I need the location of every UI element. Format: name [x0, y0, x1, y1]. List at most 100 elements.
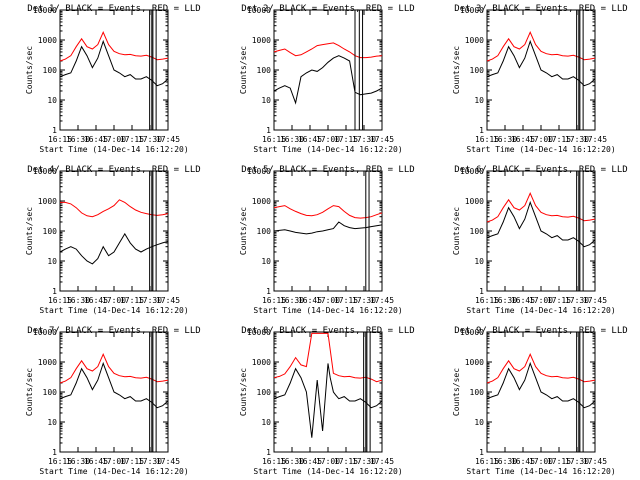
- x-tick-label: 16:30: [280, 135, 304, 144]
- y-axis-label: Counts/sec: [452, 368, 461, 416]
- x-tick-label: 16:30: [493, 296, 517, 305]
- y-tick-label: 10: [47, 96, 57, 105]
- y-tick-label: 1000: [38, 36, 57, 45]
- detector-panel-1: Det 1/ BLACK = Events, RED = LLD 1 10 100 10…: [25, 4, 201, 154]
- y-tick-label: 100: [470, 388, 485, 397]
- y-axis-label: Counts/sec: [239, 368, 248, 416]
- x-tick-label: 16:15: [48, 135, 72, 144]
- detector-panel-7: Det 7/ BLACK = Events, RED = LLD 1 10 100 10…: [25, 326, 201, 476]
- y-tick-label: 10000: [460, 167, 484, 176]
- x-tick-label: 17:15: [120, 296, 144, 305]
- x-tick-label: 17:15: [120, 457, 144, 466]
- x-tick-label: 16:30: [66, 457, 90, 466]
- x-tick-label: 17:30: [352, 296, 376, 305]
- y-tick-label: 1: [266, 126, 271, 135]
- x-tick-label: 17:30: [138, 457, 162, 466]
- x-tick-label: 16:45: [511, 457, 535, 466]
- y-tick-label: 1: [266, 448, 271, 457]
- y-tick-label: 1000: [252, 197, 271, 206]
- x-tick-label: 17:45: [156, 296, 180, 305]
- x-axis-label: Start Time (14-Dec-14 16:12:20): [253, 306, 402, 315]
- y-axis-label: Counts/sec: [25, 207, 34, 255]
- x-tick-label: 16:45: [84, 296, 108, 305]
- plot-title: Det 7/ BLACK = Events, RED = LLD: [27, 326, 200, 336]
- x-axis-label: Start Time (14-Dec-14 16:12:20): [39, 306, 188, 315]
- y-tick-label: 1000: [38, 358, 57, 367]
- plot-title: Det 3/ BLACK = Events, RED = LLD: [454, 4, 627, 14]
- x-tick-label: 16:15: [475, 296, 499, 305]
- x-tick-label: 17:15: [547, 296, 571, 305]
- plot-title: Det 2/ BLACK = Events, RED = LLD: [241, 4, 414, 14]
- x-tick-label: 16:15: [475, 135, 499, 144]
- x-axis-label: Start Time (14-Dec-14 16:12:20): [466, 467, 615, 476]
- y-tick-label: 10000: [33, 167, 57, 176]
- plot-title: Det 1/ BLACK = Events, RED = LLD: [27, 4, 200, 14]
- x-tick-label: 17:15: [334, 135, 358, 144]
- x-tick-label: 16:45: [511, 135, 535, 144]
- x-tick-label: 16:15: [48, 457, 72, 466]
- y-tick-label: 100: [43, 66, 58, 75]
- x-tick-label: 17:00: [316, 296, 340, 305]
- y-tick-label: 1: [52, 287, 57, 296]
- y-tick-label: 1000: [465, 36, 484, 45]
- x-tick-label: 16:30: [280, 296, 304, 305]
- y-tick-label: 100: [257, 388, 272, 397]
- x-tick-label: 17:30: [352, 457, 376, 466]
- x-tick-label: 17:30: [352, 135, 376, 144]
- y-tick-label: 1: [479, 448, 484, 457]
- x-tick-label: 16:15: [262, 457, 286, 466]
- detector-panel-6: Det 6/ BLACK = Events, RED = LLD 1 10 100 10…: [452, 165, 628, 315]
- x-axis-label: Start Time (14-Dec-14 16:12:20): [253, 467, 402, 476]
- x-tick-label: 17:00: [102, 296, 126, 305]
- x-tick-label: 16:30: [493, 457, 517, 466]
- y-tick-label: 100: [470, 227, 485, 236]
- y-tick-label: 10: [474, 257, 484, 266]
- plot-title: Det 9/ BLACK = Events, RED = LLD: [454, 326, 627, 336]
- plot-title: Det 6/ BLACK = Events, RED = LLD: [454, 165, 627, 175]
- x-tick-label: 17:45: [583, 135, 607, 144]
- y-tick-label: 1: [479, 126, 484, 135]
- x-tick-label: 16:45: [298, 457, 322, 466]
- y-tick-label: 10000: [33, 328, 57, 337]
- x-tick-label: 17:15: [334, 457, 358, 466]
- y-tick-label: 10: [474, 96, 484, 105]
- y-tick-label: 10000: [460, 328, 484, 337]
- x-tick-label: 16:45: [298, 296, 322, 305]
- x-tick-label: 17:15: [547, 457, 571, 466]
- x-tick-label: 17:00: [102, 457, 126, 466]
- x-tick-label: 16:30: [66, 135, 90, 144]
- x-tick-label: 16:45: [298, 135, 322, 144]
- detector-panel-8: Det 8/ BLACK = Events, RED = LLD 1 10 100 10…: [239, 326, 415, 476]
- x-tick-label: 17:00: [529, 457, 553, 466]
- y-tick-label: 100: [43, 227, 58, 236]
- x-tick-label: 16:15: [48, 296, 72, 305]
- x-tick-label: 17:45: [583, 457, 607, 466]
- x-tick-label: 17:45: [370, 457, 394, 466]
- x-tick-label: 17:30: [565, 457, 589, 466]
- y-tick-label: 10000: [247, 167, 271, 176]
- plot-title: Det 8/ BLACK = Events, RED = LLD: [241, 326, 414, 336]
- y-tick-label: 10: [261, 257, 271, 266]
- x-tick-label: 17:45: [370, 135, 394, 144]
- y-tick-label: 10: [474, 418, 484, 427]
- x-tick-label: 16:30: [493, 135, 517, 144]
- x-axis-label: Start Time (14-Dec-14 16:12:20): [466, 145, 615, 154]
- series-events: [273, 55, 383, 105]
- x-tick-label: 17:15: [120, 135, 144, 144]
- x-tick-label: 17:00: [316, 135, 340, 144]
- x-tick-label: 17:45: [156, 135, 180, 144]
- x-tick-label: 17:45: [156, 457, 180, 466]
- x-tick-label: 17:00: [529, 296, 553, 305]
- y-tick-label: 10000: [247, 328, 271, 337]
- y-axis-label: Counts/sec: [25, 368, 34, 416]
- x-tick-label: 17:15: [547, 135, 571, 144]
- x-axis-label: Start Time (14-Dec-14 16:12:20): [39, 467, 188, 476]
- x-tick-label: 16:30: [280, 457, 304, 466]
- x-tick-label: 17:30: [565, 296, 589, 305]
- series-lld: [273, 42, 383, 59]
- y-axis-label: Counts/sec: [452, 46, 461, 94]
- y-tick-label: 100: [470, 66, 485, 75]
- x-axis-label: Start Time (14-Dec-14 16:12:20): [39, 145, 188, 154]
- detector-panel-3: Det 3/ BLACK = Events, RED = LLD 1 10 100 10…: [452, 4, 628, 154]
